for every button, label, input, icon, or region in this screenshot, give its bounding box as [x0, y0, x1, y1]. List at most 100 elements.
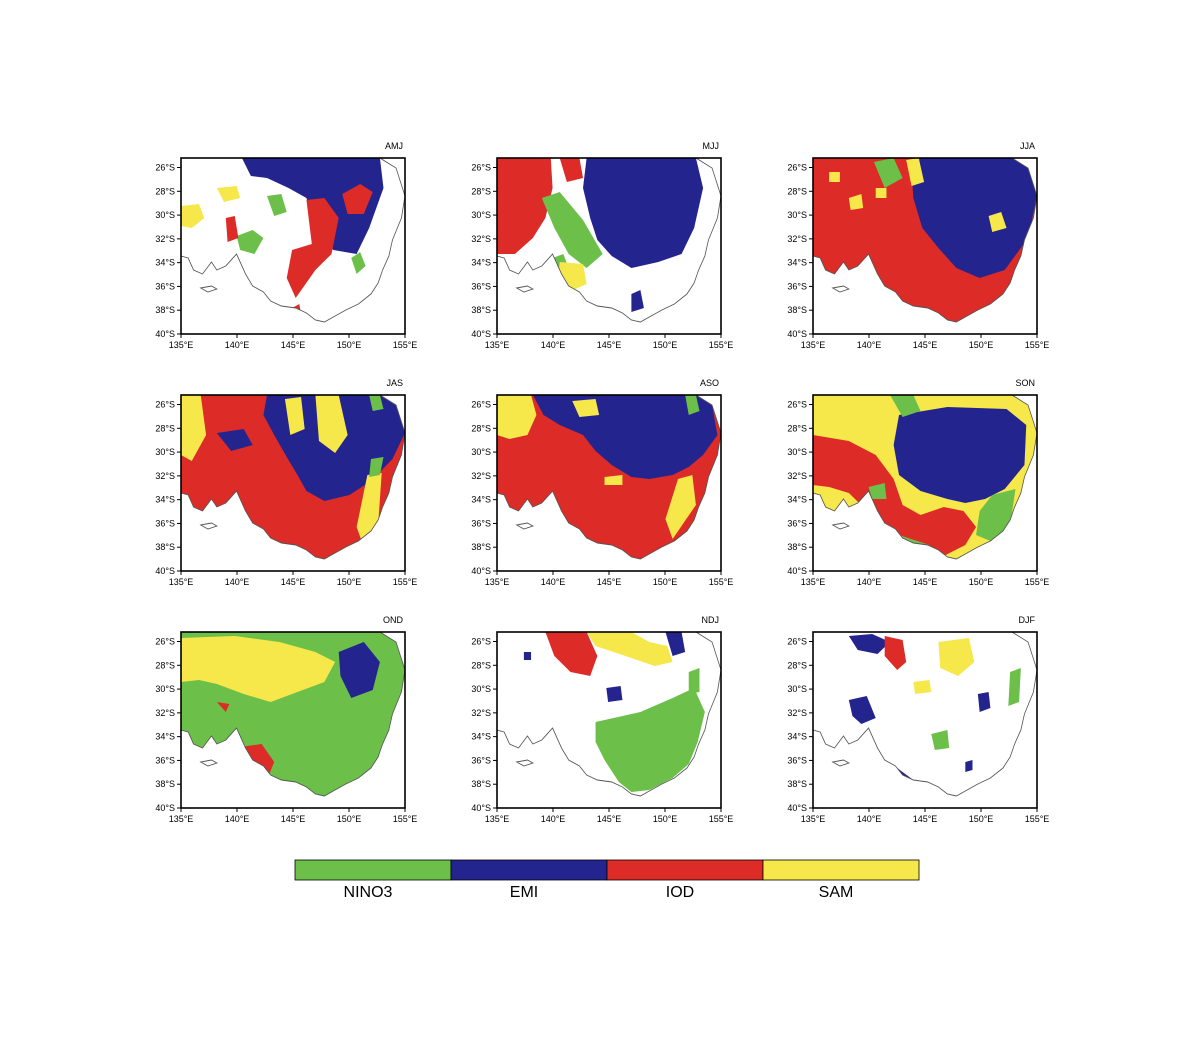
lat-tick-label: 28°S: [471, 186, 491, 196]
index-region: [875, 188, 887, 198]
lon-tick-label: 155°E: [1025, 340, 1050, 350]
index-region: [665, 632, 686, 656]
lon-tick-label: 135°E: [485, 340, 510, 350]
lat-tick-label: 34°S: [155, 495, 175, 505]
lon-tick-label: 135°E: [169, 340, 194, 350]
map-panel-ndj: NDJ 135°E 140°E 145°E 150°E 155°E 26°S 28°S 30°S…: [471, 615, 733, 824]
index-region: [913, 680, 932, 694]
lat-tick-label: 30°S: [471, 447, 491, 457]
lon-tick-label: 155°E: [393, 577, 418, 587]
index-region: [523, 652, 532, 660]
index-region: [342, 184, 373, 214]
lon-tick-label: 150°E: [969, 814, 994, 824]
island-outline: [199, 759, 218, 767]
index-region: [595, 688, 705, 792]
coastline: [496, 394, 722, 560]
lon-tick-label: 135°E: [801, 340, 826, 350]
coastline: [496, 157, 722, 323]
index-region: [267, 194, 287, 216]
index-region: [369, 457, 384, 477]
lat-tick-label: 28°S: [155, 423, 175, 433]
lon-tick-label: 150°E: [969, 577, 994, 587]
index-region: [848, 194, 864, 210]
index-region: [813, 435, 977, 555]
island-outline: [515, 759, 534, 767]
map-panel-aso: ASO 135°E 140°E 145°E 150°E 155°E 26°S 28°S 30°S…: [471, 378, 733, 587]
panel-title: OND: [383, 615, 404, 625]
island-outline: [515, 522, 534, 530]
index-region: [369, 395, 384, 411]
lat-tick-label: 38°S: [471, 305, 491, 315]
index-region: [586, 632, 673, 666]
index-region: [284, 397, 305, 435]
index-region: [338, 642, 380, 698]
lon-tick-label: 135°E: [801, 577, 826, 587]
lat-tick-label: 32°S: [155, 708, 175, 718]
lat-tick-label: 26°S: [471, 163, 491, 173]
lat-tick-label: 40°S: [471, 566, 491, 576]
island-outline: [515, 285, 534, 293]
lat-tick-label: 40°S: [155, 329, 175, 339]
lat-tick-label: 28°S: [155, 660, 175, 670]
index-region: [216, 186, 241, 202]
index-region: [890, 395, 921, 417]
index-region: [977, 692, 991, 712]
lat-tick-label: 28°S: [787, 423, 807, 433]
lat-tick-label: 32°S: [471, 234, 491, 244]
lat-tick-label: 30°S: [471, 684, 491, 694]
lat-tick-label: 40°S: [787, 803, 807, 813]
index-region-fill: [181, 395, 405, 559]
lat-tick-label: 36°S: [155, 518, 175, 528]
map-panel-djf: DJF 135°E 140°E 145°E 150°E 155°E 26°S 28°S 30°S…: [787, 615, 1049, 824]
lat-tick-label: 32°S: [471, 471, 491, 481]
coastline: [812, 157, 1038, 323]
lat-tick-label: 26°S: [787, 400, 807, 410]
index-region: [225, 216, 239, 242]
lon-tick-label: 150°E: [653, 577, 678, 587]
index-region: [1008, 668, 1021, 706]
panels-layer: AMJ 135°E 140°E 145°E 150°E 155°E 26°S 28°S 30°S…: [155, 141, 1049, 824]
index-region: [286, 198, 339, 298]
map-panel-jja: JJA 135°E 140°E 145°E 150°E 155°E 26°S 28°S 30°S…: [787, 141, 1049, 350]
lat-tick-label: 26°S: [155, 163, 175, 173]
lat-tick-label: 30°S: [787, 684, 807, 694]
lat-tick-label: 36°S: [471, 755, 491, 765]
lat-tick-label: 28°S: [787, 186, 807, 196]
lat-tick-label: 28°S: [471, 660, 491, 670]
lon-tick-label: 145°E: [281, 814, 306, 824]
lon-tick-label: 150°E: [337, 814, 362, 824]
lon-tick-label: 155°E: [1025, 577, 1050, 587]
island-outline: [831, 759, 850, 767]
lat-tick-label: 26°S: [155, 637, 175, 647]
index-region: [604, 475, 623, 485]
lon-tick-label: 155°E: [1025, 814, 1050, 824]
legend-label: IOD: [666, 884, 694, 901]
coastline: [180, 631, 406, 797]
lat-tick-label: 36°S: [471, 281, 491, 291]
index-region: [606, 686, 623, 702]
index-region: [181, 395, 207, 461]
panel-title: SON: [1015, 378, 1035, 388]
lat-tick-label: 28°S: [787, 660, 807, 670]
index-region: [216, 429, 253, 451]
legend-label: EMI: [510, 884, 538, 901]
lon-tick-label: 140°E: [225, 577, 250, 587]
lon-tick-label: 135°E: [485, 814, 510, 824]
index-region: [665, 475, 696, 539]
lat-tick-label: 26°S: [471, 400, 491, 410]
panel-title: NDJ: [702, 615, 720, 625]
panel-title: MJJ: [703, 141, 720, 151]
lon-tick-label: 155°E: [709, 340, 734, 350]
lon-tick-label: 145°E: [281, 340, 306, 350]
lat-tick-label: 30°S: [787, 447, 807, 457]
legend-label: NINO3: [344, 884, 393, 901]
map-panel-ond: OND 135°E 140°E 145°E 150°E 155°E 26°S 28°S 30°S…: [155, 615, 417, 824]
lat-tick-label: 26°S: [787, 637, 807, 647]
lat-tick-label: 38°S: [155, 542, 175, 552]
index-region-fill: [813, 395, 1037, 559]
coastline: [812, 394, 1038, 560]
legend-swatch-sam: [762, 859, 920, 881]
index-region: [315, 395, 348, 453]
lat-tick-label: 40°S: [155, 566, 175, 576]
